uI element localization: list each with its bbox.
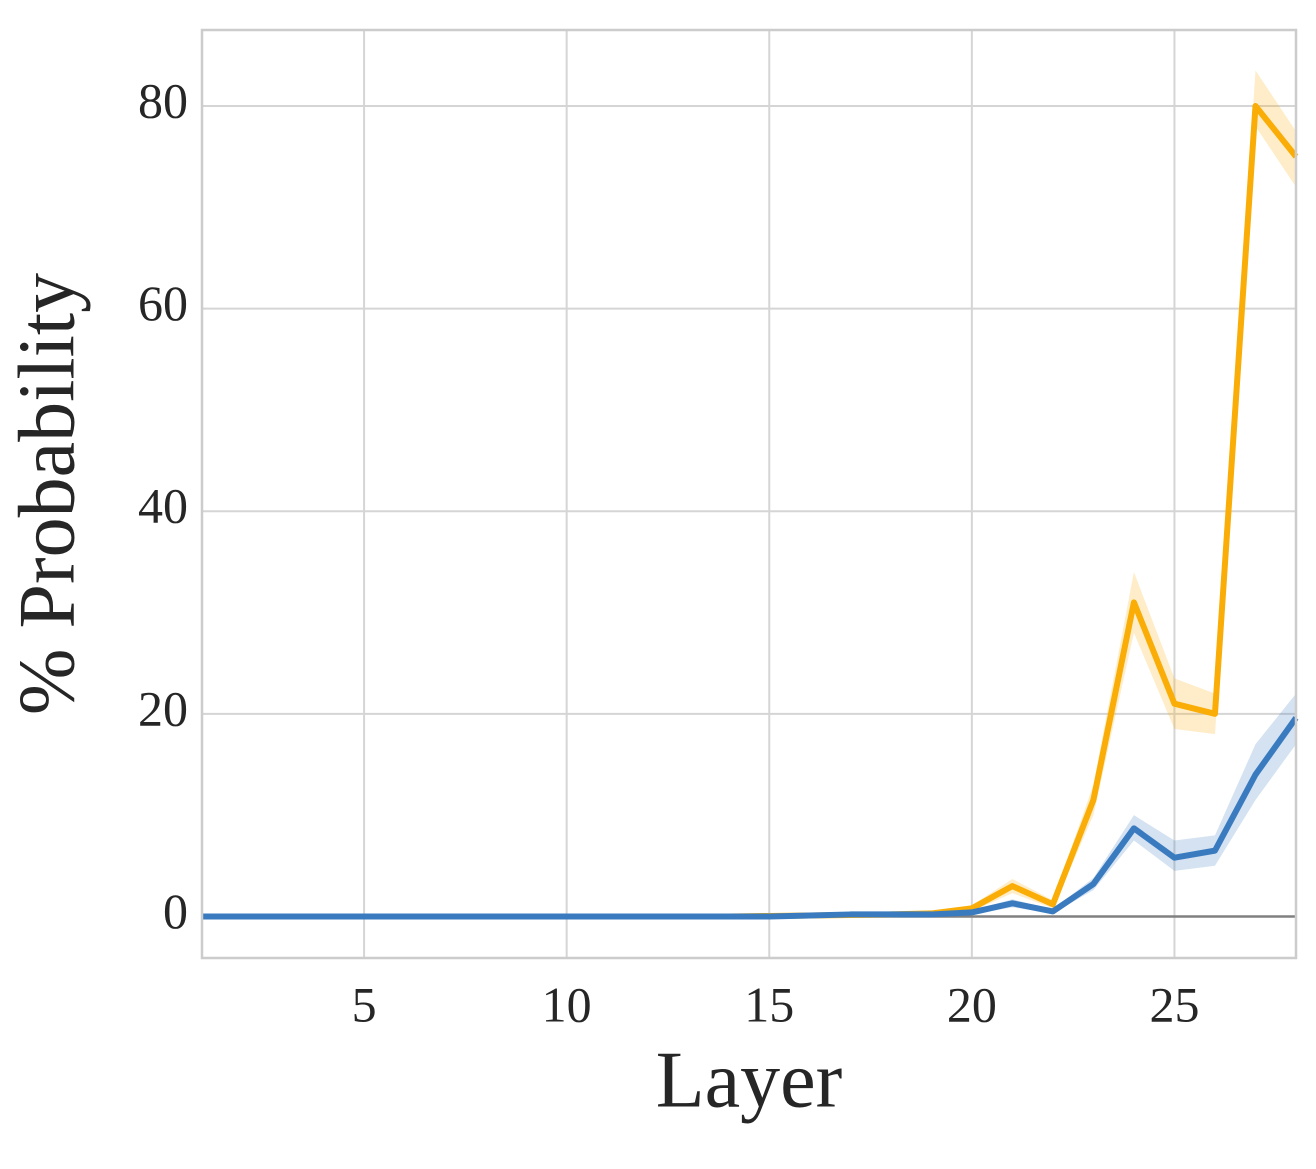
x-axis-label: Layer bbox=[656, 1036, 843, 1124]
x-tick-label: 25 bbox=[1149, 976, 1199, 1032]
y-tick-label: 60 bbox=[138, 275, 188, 331]
y-tick-label: 40 bbox=[138, 478, 188, 534]
y-tick-label: 0 bbox=[163, 883, 188, 939]
y-axis-label: % Probability bbox=[3, 273, 91, 715]
confidence-band bbox=[202, 693, 1296, 917]
plot-frame bbox=[200, 28, 1298, 960]
x-tick-label: 20 bbox=[947, 976, 997, 1032]
x-tick-label: 10 bbox=[542, 976, 592, 1032]
y-tick-label: 20 bbox=[138, 680, 188, 736]
x-tick-label: 15 bbox=[744, 976, 794, 1032]
x-tick-label: 5 bbox=[352, 976, 377, 1032]
y-tick-label: 80 bbox=[138, 72, 188, 128]
series-line bbox=[202, 716, 1299, 920]
confidence-band bbox=[202, 70, 1296, 917]
